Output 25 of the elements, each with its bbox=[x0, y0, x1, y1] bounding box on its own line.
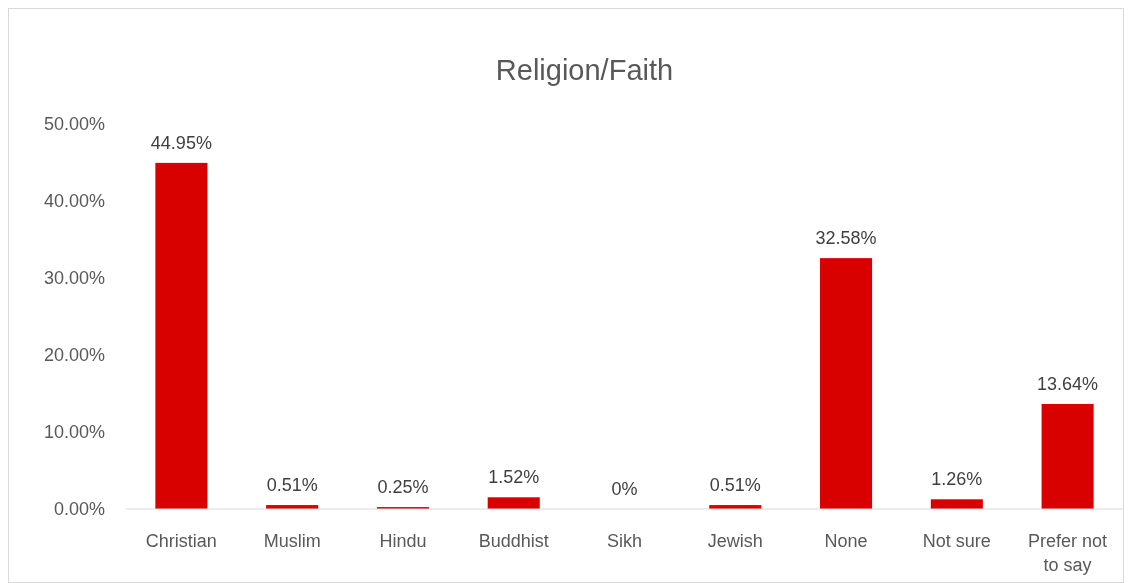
x-tick-label: Jewish bbox=[707, 531, 763, 551]
data-label: 32.58% bbox=[815, 228, 877, 249]
x-tick-label: Muslim bbox=[263, 531, 321, 551]
data-label: 0.25% bbox=[377, 477, 429, 498]
x-tick-label: Sikh bbox=[606, 531, 643, 551]
y-tick-label: 20.00% bbox=[43, 345, 105, 366]
x-tick-label: Christian bbox=[145, 531, 217, 551]
data-label: 44.95% bbox=[150, 132, 212, 153]
y-tick-label: 30.00% bbox=[43, 268, 105, 289]
chart-title: Religion/Faith bbox=[495, 54, 674, 86]
data-label: 0.51% bbox=[266, 475, 318, 496]
x-tick-label: None bbox=[824, 531, 868, 551]
x-tick-label: Not sure bbox=[922, 531, 991, 551]
data-label: 0.51% bbox=[709, 475, 761, 496]
y-tick-label: 50.00% bbox=[43, 114, 105, 135]
data-label: 1.52% bbox=[488, 467, 540, 488]
data-label: 13.64% bbox=[1037, 373, 1099, 394]
data-label: 1.26% bbox=[931, 469, 983, 490]
y-tick-label: 10.00% bbox=[43, 422, 105, 443]
y-tick-label: 0.00% bbox=[53, 499, 105, 520]
x-tick-label: Buddhist bbox=[478, 531, 549, 551]
x-tick-label: Prefer not to say bbox=[1028, 531, 1108, 575]
x-tick-label: Hindu bbox=[379, 531, 427, 551]
data-label: 0% bbox=[611, 479, 638, 499]
y-tick-label: 40.00% bbox=[43, 191, 105, 212]
